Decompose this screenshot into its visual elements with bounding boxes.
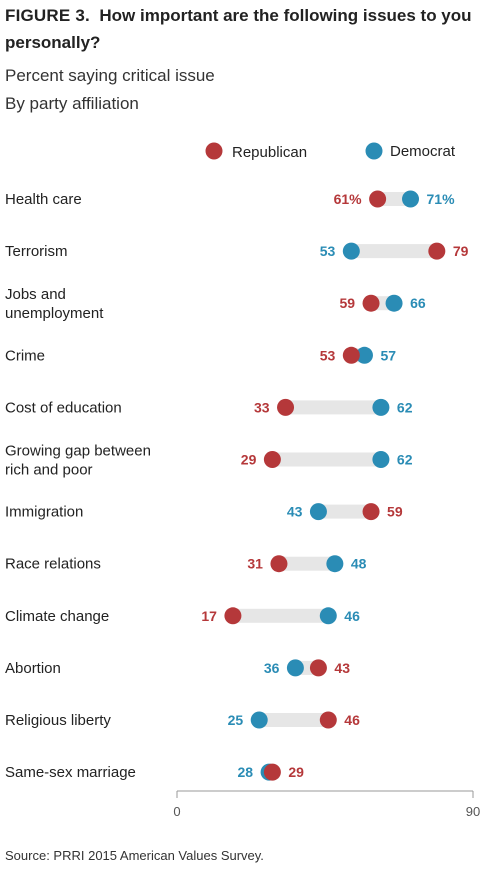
republican-dot — [224, 607, 242, 625]
category-label: Race relations — [5, 556, 101, 573]
category-label: Jobs and — [5, 286, 66, 303]
republican-dot — [362, 503, 380, 521]
republican-value-label: 43 — [334, 660, 350, 676]
republican-value-label: 46 — [344, 712, 360, 728]
category-label: unemployment — [5, 305, 104, 322]
republican-dot — [362, 294, 380, 312]
range-bar — [259, 713, 329, 727]
republican-value-label: 33 — [254, 399, 270, 415]
range-bar — [377, 192, 411, 206]
republican-dot — [309, 659, 327, 677]
democrat-value-label: 48 — [351, 556, 367, 572]
democrat-value-label: 28 — [238, 764, 254, 780]
democrat-dot — [286, 659, 304, 677]
democrat-value-label: 66 — [410, 295, 426, 311]
category-label: Same-sex marriage — [5, 764, 136, 781]
x-tick-label: 90 — [466, 804, 480, 819]
republican-value-label: 29 — [288, 764, 304, 780]
source-note: Source: PRRI 2015 American Values Survey… — [5, 848, 264, 863]
democrat-value-label: 36 — [264, 660, 280, 676]
republican-dot — [277, 398, 295, 416]
democrat-value-label: 62 — [397, 399, 413, 415]
category-label: Cost of education — [5, 399, 122, 416]
democrat-dot — [326, 555, 344, 573]
democrat-dot — [309, 503, 327, 521]
democrat-dot — [342, 242, 360, 260]
category-label: rich and poor — [5, 462, 93, 479]
democrat-value-label: 57 — [380, 347, 396, 363]
figure-title-text: How important are the following issues t… — [5, 6, 472, 52]
democrat-dot — [372, 451, 390, 468]
republican-value-label: 59 — [339, 295, 355, 311]
legend-label-republican: Republican — [232, 144, 307, 161]
range-bar — [285, 400, 381, 415]
democrat-dot — [319, 607, 337, 625]
democrat-value-label: 43 — [287, 504, 303, 520]
category-label: Growing gap between — [5, 443, 151, 460]
republican-value-label: 29 — [241, 452, 257, 468]
republican-value-label: 59 — [387, 504, 403, 520]
democrat-value-label: 62 — [397, 452, 413, 468]
democrat-value-label: 46 — [344, 608, 360, 624]
democrat-dot — [402, 190, 420, 208]
republican-dot — [369, 190, 387, 208]
range-bar — [318, 504, 372, 519]
range-bar — [278, 556, 335, 571]
chart-subtitle-2: By party affiliation — [5, 94, 139, 113]
republican-dot — [319, 711, 337, 729]
democrat-dot — [355, 346, 373, 364]
democrat-dot — [250, 711, 268, 729]
republican-dot — [270, 555, 288, 573]
category-label: Terrorism — [5, 243, 68, 260]
chart-subtitle: Percent saying critical issue — [5, 66, 215, 85]
republican-value-label: 79 — [453, 243, 469, 259]
range-bar — [232, 608, 329, 623]
category-label: Health care — [5, 191, 82, 208]
figure-label: FIGURE 3. — [5, 6, 90, 25]
range-bar — [272, 452, 381, 467]
republican-dot — [263, 451, 281, 468]
republican-value-label: 31 — [247, 556, 263, 572]
category-label: Abortion — [5, 660, 61, 677]
republican-value-label: 17 — [201, 608, 217, 624]
category-label: Immigration — [5, 504, 83, 521]
democrat-value-label: 53 — [320, 243, 336, 259]
chart-title: FIGURE 3. How important are the followin… — [5, 2, 485, 56]
democrat-value-label: 25 — [228, 712, 244, 728]
category-label: Crime — [5, 347, 45, 364]
legend-marker-republican — [205, 142, 223, 160]
category-label: Climate change — [5, 608, 109, 625]
republican-dot — [263, 763, 281, 781]
republican-value-label: 61% — [334, 191, 363, 207]
range-bar — [351, 244, 437, 259]
democrat-dot — [385, 294, 403, 312]
democrat-dot — [372, 398, 390, 416]
republican-dot — [428, 242, 446, 260]
legend-marker-democrat — [365, 142, 383, 160]
legend-label-democrat: Democrat — [390, 143, 456, 160]
x-tick-label: 0 — [173, 804, 180, 819]
republican-value-label: 53 — [320, 347, 336, 363]
republican-dot — [342, 346, 360, 364]
democrat-value-label: 71% — [427, 191, 456, 207]
category-label: Religious liberty — [5, 712, 111, 729]
